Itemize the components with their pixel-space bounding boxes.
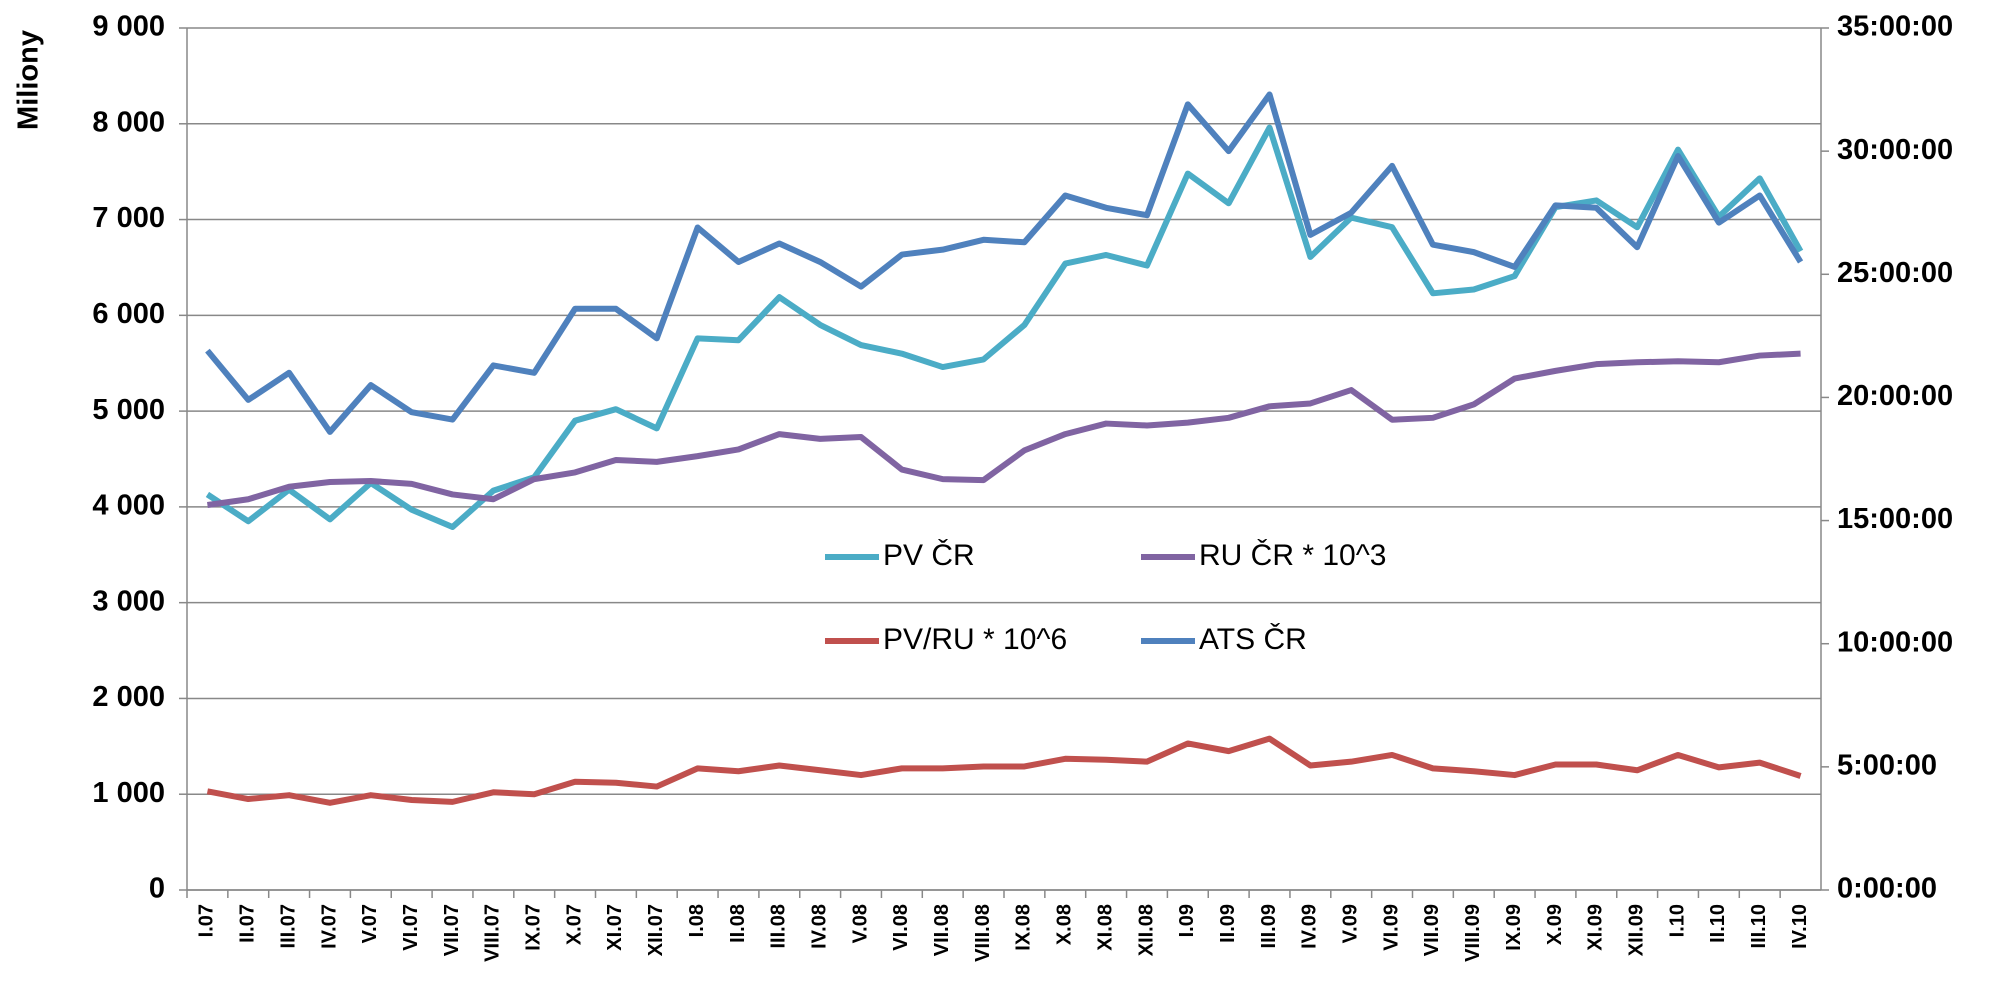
series-line [207, 350, 1801, 508]
y2-tick-label: 35:00:00 [1837, 11, 1953, 43]
x-tick-label: XII.09 [1625, 904, 1647, 956]
legend-label: RU ČR * 10^3 [1199, 538, 1386, 572]
y2-tick-label: 20:00:00 [1837, 380, 1953, 412]
x-tick-label: XII.07 [645, 904, 667, 956]
y-tick-label: 0 [149, 873, 165, 905]
series-line [205, 124, 1804, 531]
legend-label: ATS ČR [1199, 622, 1307, 656]
y-tick-label: 4 000 [92, 490, 165, 522]
y2-tick-label: 5:00:00 [1837, 750, 1937, 782]
x-tick-label: III.09 [1258, 904, 1280, 948]
x-tick-label: II.08 [727, 904, 749, 943]
x-tick-label: I.09 [1176, 904, 1198, 937]
series-line [205, 91, 1804, 435]
x-tick-label: IV.07 [318, 904, 340, 949]
y-tick-label: 7 000 [92, 202, 165, 234]
x-tick-label: IX.09 [1503, 904, 1525, 951]
x-tick-label: VI.09 [1380, 904, 1402, 951]
y-tick-label: 5 000 [92, 394, 165, 426]
x-tick-label: IX.07 [523, 904, 545, 951]
y2-tick-label: 15:00:00 [1837, 503, 1953, 535]
x-tick-label: II.07 [237, 904, 259, 943]
x-tick-label: III.10 [1748, 904, 1770, 948]
x-tick-label: IV.08 [808, 904, 830, 949]
x-tick-label: I.08 [686, 904, 708, 937]
x-tick-label: VII.08 [931, 904, 953, 956]
x-tick-label: VI.08 [890, 904, 912, 951]
series-line [206, 735, 1802, 806]
x-tick-label: X.07 [563, 904, 585, 945]
x-tick-label: V.09 [1340, 904, 1362, 943]
y2-tick-label: 30:00:00 [1837, 134, 1953, 166]
y2-tick-label: 10:00:00 [1837, 626, 1953, 658]
x-tick-label: I.07 [196, 904, 218, 937]
y-tick-label: 1 000 [92, 777, 165, 809]
x-tick-label: X.09 [1544, 904, 1566, 945]
y-tick-label: 3 000 [92, 585, 165, 617]
legend-label: PV ČR [883, 538, 975, 572]
x-tick-label: XI.09 [1585, 904, 1607, 951]
x-tick-label: X.08 [1054, 904, 1076, 945]
y2-tick-label: 25:00:00 [1837, 257, 1953, 289]
y-tick-label: 6 000 [92, 298, 165, 330]
y-tick-label: 9 000 [92, 11, 165, 43]
x-tick-label: XI.07 [604, 904, 626, 951]
x-tick-label: VII.09 [1421, 904, 1443, 956]
x-tick-label: II.10 [1707, 904, 1729, 943]
y2-tick-label: 0:00:00 [1837, 873, 1937, 905]
x-tick-label: V.07 [359, 904, 381, 943]
x-tick-label: V.08 [849, 904, 871, 943]
y-tick-label: 2 000 [92, 681, 165, 713]
x-tick-label: III.08 [768, 904, 790, 948]
x-tick-label: VIII.07 [482, 904, 504, 962]
x-tick-label: II.09 [1217, 904, 1239, 943]
legend-label: PV/RU * 10^6 [883, 623, 1067, 656]
x-tick-label: XI.08 [1094, 904, 1116, 951]
x-tick-label: VII.07 [441, 904, 463, 956]
x-tick-label: IX.08 [1013, 904, 1035, 951]
x-tick-label: VIII.08 [972, 904, 994, 962]
x-tick-label: VIII.09 [1462, 904, 1484, 962]
y-tick-label: 8 000 [92, 106, 165, 138]
x-tick-label: XII.08 [1135, 904, 1157, 956]
x-tick-label: I.10 [1666, 904, 1688, 937]
x-tick-label: VI.07 [400, 904, 422, 951]
y-axis-title: Miliony [13, 30, 45, 130]
x-tick-label: IV.09 [1299, 904, 1321, 949]
x-tick-label: III.07 [277, 904, 299, 948]
x-tick-label: IV.10 [1789, 904, 1811, 949]
